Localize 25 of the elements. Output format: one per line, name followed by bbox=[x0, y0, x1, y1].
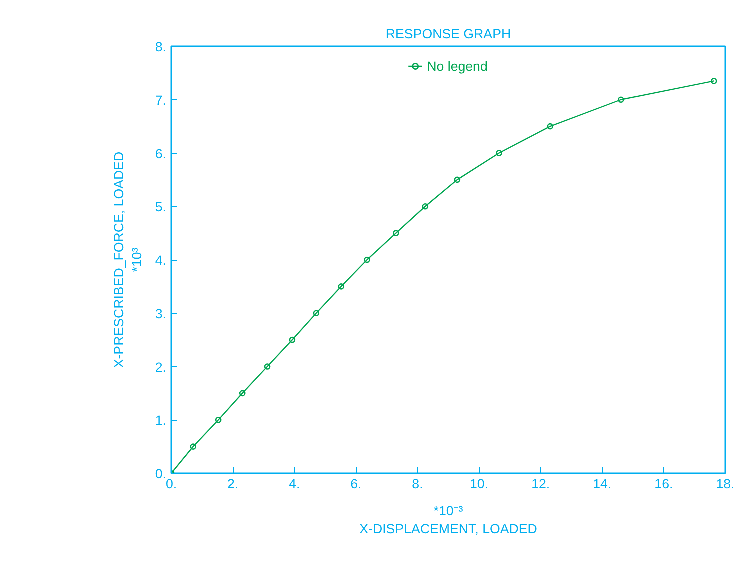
chart-title: RESPONSE GRAPH bbox=[386, 26, 512, 42]
x-tick-label: 6. bbox=[350, 476, 362, 492]
y-tick-label: 5. bbox=[155, 200, 167, 215]
x-axis-title: X-DISPLACEMENT, LOADED bbox=[360, 522, 538, 536]
y-tick-label: 6. bbox=[155, 146, 167, 162]
x-tick-label: 12. bbox=[532, 476, 550, 492]
x-tick-label: 0. bbox=[166, 476, 178, 492]
legend-label: No legend bbox=[427, 58, 488, 74]
y-axis-title: X-PRESCRIBED_FORCE, LOADED bbox=[112, 152, 126, 368]
x-tick-label: 18. bbox=[716, 476, 735, 492]
y-tick-label: 8. bbox=[155, 40, 167, 54]
y-tick-label: 3. bbox=[155, 306, 167, 322]
y-tick-label: 1. bbox=[155, 413, 167, 428]
y-tick-label: 7. bbox=[155, 92, 167, 108]
y-tick-label: 0. bbox=[155, 466, 167, 482]
x-tick-label: 4. bbox=[289, 476, 300, 492]
x-tick-label: 16. bbox=[654, 476, 674, 492]
text: *10⁻³ bbox=[434, 504, 464, 518]
y-tick-label: 2. bbox=[155, 360, 167, 375]
y-tick-label: 4. bbox=[155, 253, 167, 268]
x-tick-label: 2. bbox=[228, 476, 239, 492]
text: *10³ bbox=[129, 247, 144, 272]
x-tick-label: 10. bbox=[470, 476, 489, 492]
x-tick-label: 14. bbox=[593, 476, 612, 492]
x-tick-label: 8. bbox=[412, 476, 424, 492]
